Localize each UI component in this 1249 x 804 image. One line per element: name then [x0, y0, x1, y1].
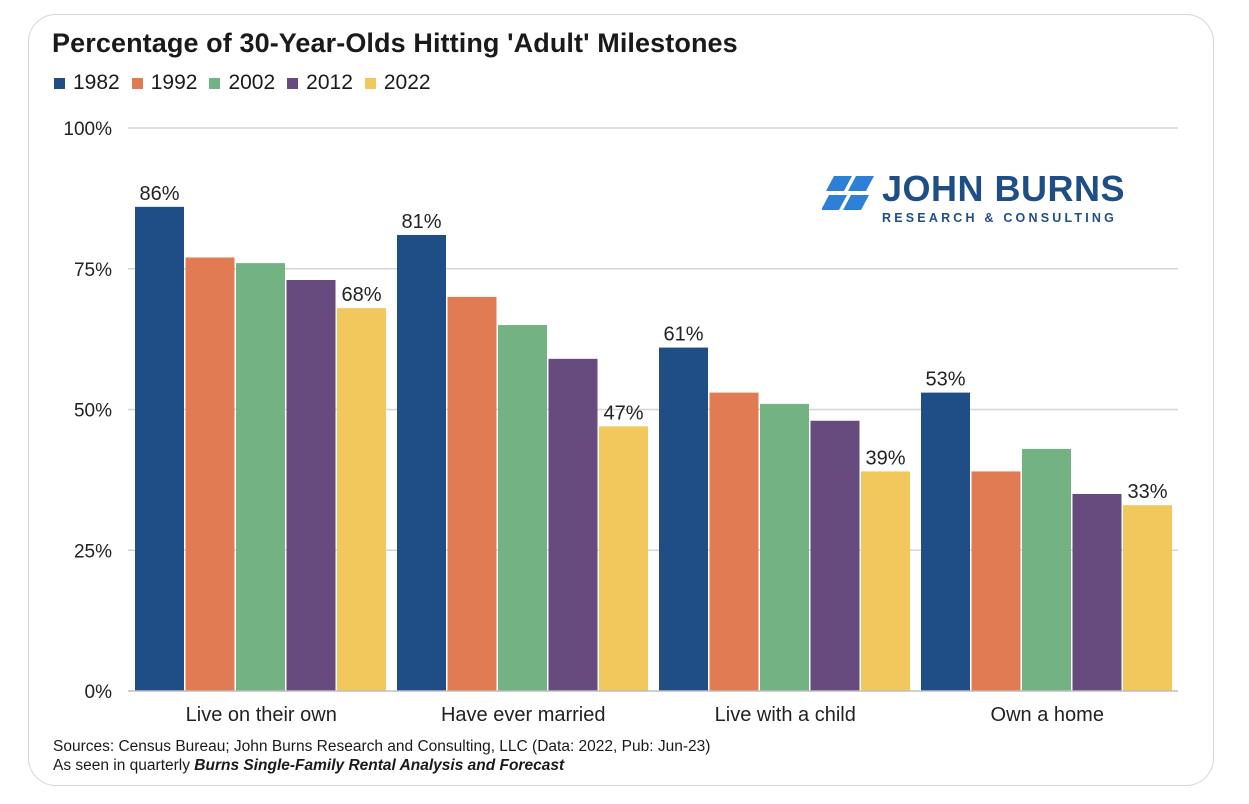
bar	[447, 296, 497, 691]
legend-item: 2012	[287, 71, 353, 95]
bar	[337, 308, 386, 691]
x-tick-label: Have ever married	[441, 704, 606, 726]
data-label: 61%	[663, 324, 703, 346]
y-tick-label: 100%	[63, 119, 112, 140]
chart-title: Percentage of 30-Year-Olds Hitting 'Adul…	[52, 28, 738, 58]
x-tick-label: Live on their own	[186, 704, 337, 726]
publication-note: As seen in quarterly Burns Single-Family…	[53, 756, 710, 775]
footer: Sources: Census Bureau; John Burns Resea…	[53, 737, 710, 775]
bar	[548, 358, 598, 691]
bar	[185, 257, 235, 691]
legend-label: 2022	[383, 71, 431, 94]
bar	[135, 206, 184, 691]
bar	[1123, 505, 1172, 691]
y-tick-label: 50%	[74, 401, 112, 422]
legend-swatch	[54, 77, 65, 89]
data-label: 81%	[401, 211, 441, 233]
bar	[1022, 448, 1071, 691]
legend-swatch	[209, 77, 221, 89]
bar	[599, 426, 648, 691]
bar	[659, 347, 708, 691]
bar	[861, 471, 910, 691]
legend-item: 1982	[54, 71, 120, 95]
y-tick-label: 0%	[85, 682, 113, 703]
data-label: 86%	[139, 183, 179, 205]
logo-mark-icon	[822, 176, 874, 210]
data-label: 47%	[603, 402, 643, 424]
logo-name: JOHN BURNS	[882, 168, 1126, 209]
publication-title: Burns Single-Family Rental Analysis and …	[194, 757, 565, 774]
legend-swatch	[131, 77, 143, 89]
bar	[709, 392, 759, 691]
sources-note: Sources: Census Bureau; John Burns Resea…	[53, 738, 711, 755]
data-label: 39%	[865, 447, 905, 469]
bar	[236, 263, 285, 691]
data-label: 53%	[925, 369, 965, 391]
legend-label: 2002	[228, 71, 276, 94]
publication-prefix: As seen in quarterly	[53, 757, 195, 774]
data-label: 68%	[341, 284, 381, 306]
bar	[810, 420, 860, 691]
legend-label: 1992	[150, 71, 198, 94]
bar	[971, 471, 1021, 691]
bar	[921, 392, 970, 691]
x-tick-label: Live with a child	[715, 704, 856, 726]
legend-label: 1982	[73, 71, 120, 94]
legend: 1982 1992 2002 2012 2022	[54, 71, 443, 95]
john-burns-logo: JOHN BURNS RESEARCH & CONSULTING	[822, 168, 1142, 228]
y-tick-label: 25%	[74, 541, 112, 562]
bar	[286, 280, 336, 691]
bar	[1072, 493, 1122, 691]
bar	[760, 403, 809, 691]
bar	[397, 234, 446, 691]
logo-subtitle: RESEARCH & CONSULTING	[882, 211, 1118, 225]
x-tick-label: Own a home	[991, 704, 1104, 726]
bar	[498, 325, 547, 691]
data-label: 33%	[1127, 481, 1167, 503]
legend-item: 1992	[131, 71, 198, 95]
legend-item: 2002	[209, 71, 275, 95]
legend-swatch	[364, 77, 376, 89]
legend-swatch	[287, 77, 299, 89]
legend-label: 2012	[306, 71, 353, 94]
y-tick-label: 75%	[74, 260, 112, 281]
legend-item: 2022	[364, 71, 431, 95]
